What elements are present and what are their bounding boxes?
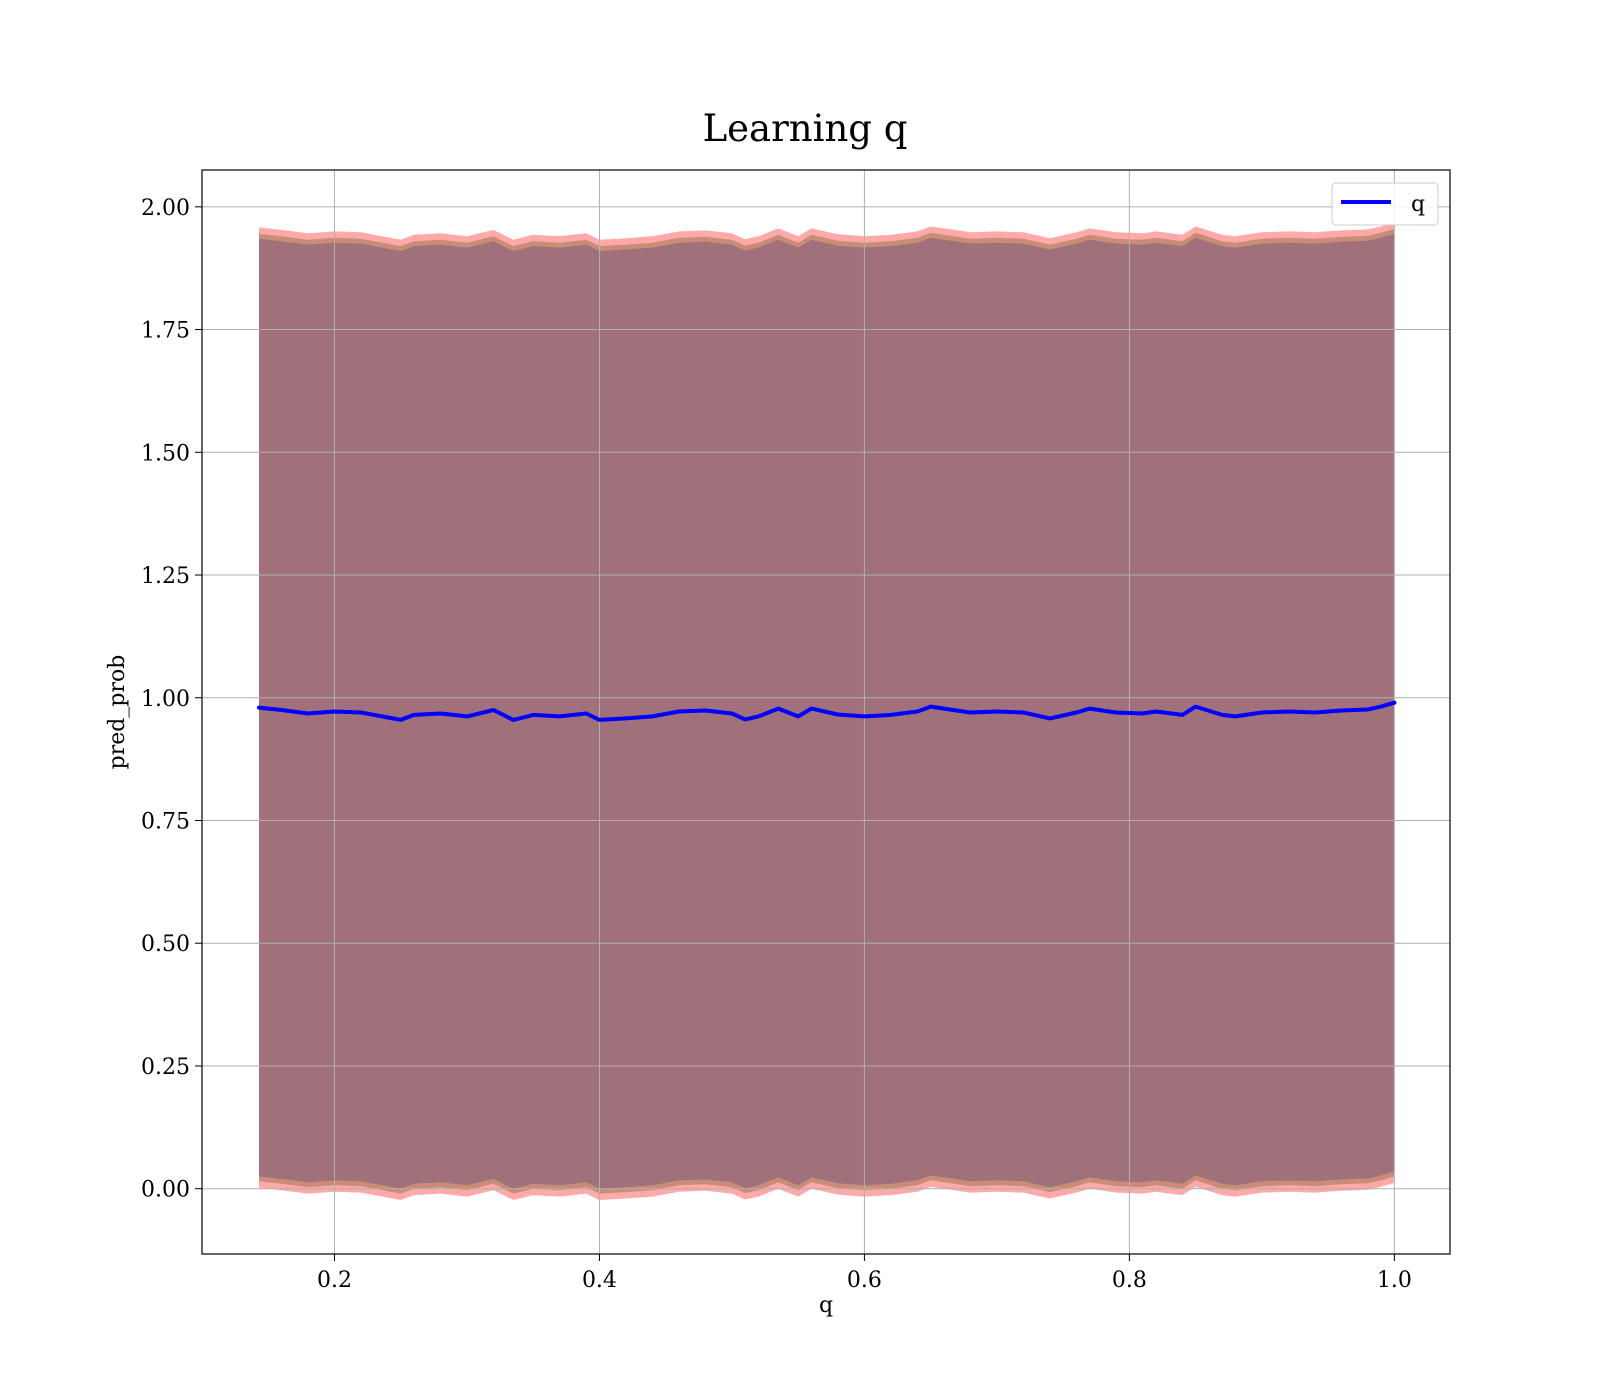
x-tick-label: 0.8 xyxy=(1112,1268,1147,1293)
grid xyxy=(202,170,1450,1254)
y-tick-label: 0.00 xyxy=(141,1178,190,1203)
y-tick-label: 0.25 xyxy=(141,1055,190,1080)
plot-frame xyxy=(201,169,1451,1255)
y-axis-label: pred_prob xyxy=(105,655,130,770)
uncertainty-bands xyxy=(259,222,1395,1200)
y-tick-label: 0.50 xyxy=(141,932,190,957)
y-tick-label: 0.75 xyxy=(141,809,190,834)
x-tick-label: 0.2 xyxy=(317,1268,352,1293)
y-tick-label: 1.00 xyxy=(141,687,190,712)
x-tick-label: 0.6 xyxy=(847,1268,882,1293)
y-tick-label: 1.25 xyxy=(141,564,190,589)
series-layer xyxy=(257,700,1397,722)
chart-title: Learning q xyxy=(703,107,908,150)
x-tick-label: 0.4 xyxy=(582,1268,617,1293)
y-tick-label: 1.50 xyxy=(141,441,190,466)
y-tick-label: 2.00 xyxy=(141,196,190,221)
y-tick-label: 1.75 xyxy=(141,319,190,344)
legend: q xyxy=(1331,182,1439,226)
x-axis-label: q xyxy=(819,1293,833,1318)
x-axis-ticks: 0.2 0.4 0.6 0.8 1.0 xyxy=(317,1254,1412,1293)
legend-label: q xyxy=(1411,192,1425,217)
y-axis-ticks: 0.00 0.25 0.50 0.75 1.00 1.25 1.50 1.75 2.00 xyxy=(141,196,202,1203)
x-tick-label: 1.0 xyxy=(1377,1268,1412,1293)
series-line-q xyxy=(257,700,1397,722)
